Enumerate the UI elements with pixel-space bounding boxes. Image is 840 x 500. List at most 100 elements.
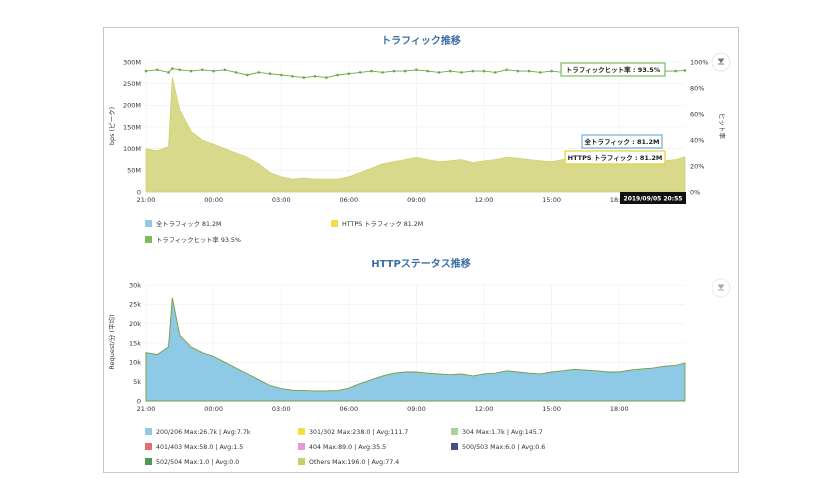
hit-rate-point bbox=[505, 68, 508, 72]
y-tick-label: 25k bbox=[129, 301, 141, 309]
hit-rate-point bbox=[471, 69, 475, 73]
hit-rate-point bbox=[426, 69, 430, 73]
tooltip-all-traffic: 全トラフィック : 81.2M bbox=[581, 134, 663, 149]
svg-text:トラフィックヒット率 93.5%: トラフィックヒット率 93.5% bbox=[156, 235, 241, 244]
hit-rate-point bbox=[347, 72, 351, 75]
x-tick-label: 21:00 bbox=[137, 405, 156, 413]
legend-label: 200/206 Max:26.7k | Avg:7.7k bbox=[156, 429, 251, 436]
legend-swatch bbox=[145, 458, 152, 465]
hit-rate-point bbox=[539, 71, 542, 74]
y2-tick-label: 20% bbox=[690, 162, 704, 170]
hit-rate-point bbox=[370, 69, 373, 73]
y-tick-label: 200M bbox=[123, 102, 141, 110]
legend-swatch bbox=[451, 443, 458, 450]
hit-rate-point bbox=[291, 75, 294, 78]
hit-rate-point bbox=[494, 71, 497, 74]
charts-svg: トラフィック推移 0 50M 100M 150M 200M 250M 300M 0% 20% 4… bbox=[107, 34, 731, 466]
x-tick-label: 09:00 bbox=[407, 405, 426, 413]
legend-item-status[interactable]: 304 Max:1.7k | Avg:145.7 bbox=[451, 428, 543, 436]
legend-item-status[interactable]: Others Max:196.0 | Avg:77.4 bbox=[298, 458, 399, 466]
legend-label: 304 Max:1.7k | Avg:145.7 bbox=[462, 429, 543, 436]
hit-rate-point bbox=[381, 71, 384, 74]
x-tick-label: 00:00 bbox=[204, 196, 223, 204]
legend-item-status[interactable]: 502/504 Max:1.0 | Avg:0.0 bbox=[145, 458, 239, 466]
y-tick-label: 50M bbox=[127, 167, 141, 175]
legend-swatch bbox=[145, 428, 152, 435]
hit-rate-point bbox=[325, 76, 328, 79]
legend-label: Others Max:196.0 | Avg:77.4 bbox=[309, 459, 399, 466]
y2-tick-label: 0% bbox=[690, 188, 700, 196]
x-tick-label: 00:00 bbox=[204, 405, 223, 413]
status-download-button[interactable] bbox=[711, 278, 731, 298]
legend-swatch bbox=[145, 443, 152, 450]
y-tick-label: 10k bbox=[129, 359, 141, 367]
x-tick-label: 12:00 bbox=[475, 196, 494, 204]
x-tick-label: 06:00 bbox=[339, 405, 358, 413]
hit-rate-point bbox=[246, 73, 249, 77]
status-x-ticks: 21:00 00:00 03:00 06:00 09:00 12:00 15:00 18:00 bbox=[137, 405, 629, 413]
legend-label: 404 Max:89.0 | Avg:35.5 bbox=[309, 444, 386, 451]
legend-label: 401/403 Max:58.0 | Avg:1.5 bbox=[156, 444, 243, 451]
x-tick-label: 03:00 bbox=[272, 405, 291, 413]
y-tick-label: 100M bbox=[123, 145, 141, 153]
svg-text:トラフィックヒット率 : 93.5%: トラフィックヒット率 : 93.5% bbox=[566, 65, 661, 74]
x-tick-label: 06:00 bbox=[339, 196, 358, 204]
hit-rate-point bbox=[189, 69, 193, 73]
hit-rate-point bbox=[156, 68, 159, 72]
legend-item-hit-rate[interactable]: トラフィックヒット率 93.5% bbox=[145, 235, 241, 244]
hit-rate-point bbox=[336, 73, 339, 77]
hit-rate-point bbox=[482, 69, 486, 73]
svg-text:全トラフィック 81.2M: 全トラフィック 81.2M bbox=[156, 219, 221, 228]
tooltip-hit-rate: トラフィックヒット率 : 93.5% bbox=[560, 62, 666, 77]
hit-rate-point bbox=[674, 69, 677, 73]
x-tick-label: 15:00 bbox=[542, 196, 561, 204]
legend-item-all-traffic[interactable]: 全トラフィック 81.2M bbox=[145, 219, 221, 228]
legend-label: 502/504 Max:1.0 | Avg:0.0 bbox=[156, 459, 239, 466]
x-tick-label: 18:00 bbox=[610, 196, 629, 204]
hit-rate-point bbox=[201, 68, 204, 72]
y-tick-label: 5k bbox=[133, 378, 141, 386]
hit-rate-point bbox=[415, 68, 418, 72]
status-y-ticks: 0 5k 10k 15k 20k 25k 30k bbox=[129, 281, 141, 405]
status-area-200 bbox=[145, 297, 686, 402]
y-tick-label: 150M bbox=[123, 123, 141, 131]
y2-tick-label: 80% bbox=[690, 84, 704, 92]
x-tick-label: 09:00 bbox=[407, 196, 426, 204]
status-y-label: Request/分 (平均) bbox=[107, 314, 116, 369]
legend-label: 301/302 Max:238.0 | Avg:111.7 bbox=[309, 429, 408, 436]
hit-rate-point bbox=[392, 69, 396, 73]
traffic-y-ticks: 0 50M 100M 150M 200M 250M 300M bbox=[123, 58, 141, 196]
legend-swatch bbox=[451, 428, 458, 435]
legend-item-status[interactable]: 301/302 Max:238.0 | Avg:111.7 bbox=[298, 428, 408, 436]
legend-item-status[interactable]: 500/503 Max:6.0 | Avg:0.6 bbox=[451, 443, 545, 451]
svg-text:HTTPS トラフィック 81.2M: HTTPS トラフィック 81.2M bbox=[342, 220, 423, 228]
traffic-legend: 全トラフィック 81.2M HTTPS トラフィック 81.2M トラフィックヒ… bbox=[145, 219, 423, 244]
traffic-chart-title: トラフィック推移 bbox=[381, 34, 461, 47]
traffic-y-label: bps (ピーク) bbox=[108, 107, 116, 145]
y2-tick-label: 100% bbox=[690, 58, 709, 66]
legend-item-status[interactable]: 401/403 Max:58.0 | Avg:1.5 bbox=[145, 443, 243, 451]
tooltip-date: 2019/09/05 20:55 bbox=[620, 192, 686, 204]
legend-item-https-traffic[interactable]: HTTPS トラフィック 81.2M bbox=[331, 220, 423, 228]
legend-label: 500/503 Max:6.0 | Avg:0.6 bbox=[462, 444, 545, 451]
x-tick-label: 15:00 bbox=[542, 405, 561, 413]
hit-rate-point bbox=[527, 69, 531, 73]
traffic-download-button[interactable] bbox=[711, 52, 731, 72]
legend-item-status[interactable]: 404 Max:89.0 | Avg:35.5 bbox=[298, 443, 386, 451]
legend-item-status[interactable]: 200/206 Max:26.7k | Avg:7.7k bbox=[145, 428, 251, 436]
status-chart-title: HTTPステータス推移 bbox=[371, 257, 471, 270]
hit-rate-point bbox=[516, 69, 520, 73]
hit-rate-point bbox=[178, 68, 182, 72]
legend-swatch bbox=[298, 443, 305, 450]
hit-rate-point bbox=[279, 73, 283, 77]
traffic-y2-label: ヒット率 bbox=[718, 113, 727, 140]
y-tick-label: 250M bbox=[123, 80, 141, 88]
hit-rate-point bbox=[212, 69, 215, 73]
y-tick-label: 300M bbox=[123, 58, 141, 66]
legend-swatch bbox=[298, 428, 305, 435]
hit-rate-point bbox=[358, 71, 362, 74]
x-tick-label: 12:00 bbox=[475, 405, 494, 413]
hit-rate-point bbox=[234, 71, 238, 74]
hit-rate-point bbox=[313, 75, 317, 78]
hit-rate-point bbox=[223, 68, 227, 72]
